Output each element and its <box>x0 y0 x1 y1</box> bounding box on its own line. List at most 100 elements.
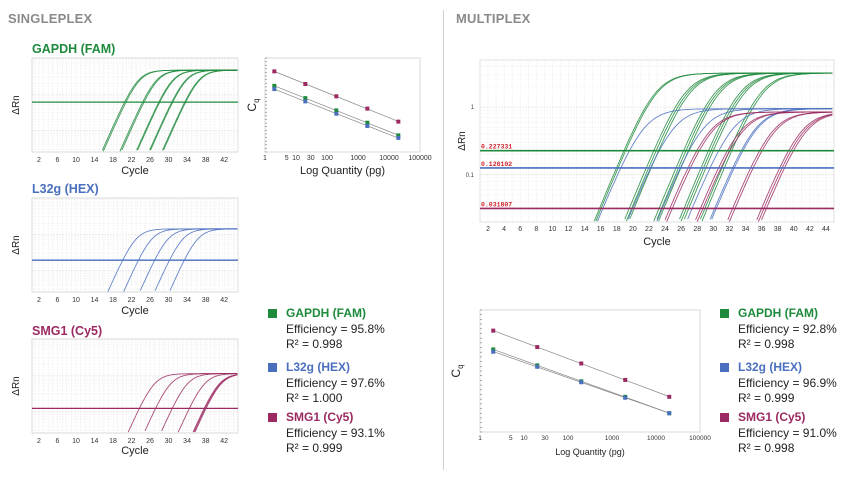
x-tick-label: 32 <box>726 226 734 233</box>
x-tick-label: 100 <box>563 435 574 442</box>
data-point <box>623 395 628 400</box>
x-tick-label: 10 <box>72 297 80 304</box>
gapdh-plot-title: GAPDH (FAM) <box>32 42 116 56</box>
x-tick-label: 18 <box>109 438 117 445</box>
legend-efficiency: Efficiency = 91.0% <box>738 426 837 440</box>
x-tick-label: 10 <box>72 157 80 164</box>
sp-smg1-amp-amplification-curve <box>161 373 238 432</box>
x-tick-label: 36 <box>758 226 766 233</box>
x-tick-label: 16 <box>597 226 605 233</box>
data-point <box>334 108 339 113</box>
x-tick-label: 14 <box>91 297 99 304</box>
data-point <box>491 328 496 333</box>
x-tick-label: 42 <box>220 297 228 304</box>
x-tick-label: 6 <box>518 226 522 233</box>
x-tick-label: 30 <box>165 157 173 164</box>
x-tick-label: 100 <box>321 155 333 162</box>
x-tick-label: 2 <box>37 438 41 445</box>
x-tick-label: 6 <box>56 438 60 445</box>
legend-name: L32g (HEX) <box>738 360 803 374</box>
sp-smg1-amp-amplification-curve <box>194 374 238 433</box>
legend-name: GAPDH (FAM) <box>738 306 818 320</box>
x-tick-label: 10 <box>292 155 300 162</box>
mp-amp-amplification-curve <box>761 114 833 220</box>
x-tick-label: 1 <box>263 155 267 162</box>
data-point <box>579 361 584 366</box>
legend-r-squared: R² = 0.999 <box>738 391 795 405</box>
x-tick-label: 28 <box>693 226 701 233</box>
data-point <box>535 364 540 369</box>
mp-std-plot-area <box>479 309 701 433</box>
x-tick-label: 10000 <box>647 435 665 442</box>
x-tick-label: 18 <box>613 226 621 233</box>
legend-efficiency: Efficiency = 92.8% <box>738 322 837 336</box>
data-point <box>303 96 308 101</box>
x-tick-label: 10 <box>549 226 557 233</box>
x-tick-label: 30 <box>165 297 173 304</box>
legend-name: L32g (HEX) <box>286 360 351 374</box>
x-tick-label: 38 <box>202 297 210 304</box>
x-tick-label: 42 <box>220 157 228 164</box>
data-point <box>303 82 308 87</box>
y-axis-label-subscript: q <box>252 98 261 102</box>
data-point <box>365 123 370 128</box>
legend-efficiency: Efficiency = 96.9% <box>738 376 837 390</box>
legend-r-squared: R² = 0.998 <box>286 337 343 351</box>
x-tick-label: 14 <box>91 157 99 164</box>
x-axis-label: Log Quantity (pg) <box>300 165 385 177</box>
data-point <box>334 94 339 99</box>
x-tick-label: 30 <box>165 438 173 445</box>
x-axis-label: Log Quantity (pg) <box>555 447 625 457</box>
data-point <box>365 106 370 111</box>
x-tick-label: 100000 <box>689 435 711 442</box>
legend-efficiency: Efficiency = 93.1% <box>286 426 385 440</box>
x-tick-label: 12 <box>565 226 573 233</box>
x-tick-label: 24 <box>661 226 669 233</box>
x-tick-label: 100000 <box>408 155 431 162</box>
x-tick-label: 10 <box>72 438 80 445</box>
x-tick-label: 40 <box>790 226 798 233</box>
legend-name: GAPDH (FAM) <box>286 306 366 320</box>
smg1-plot-title: SMG1 (Cy5) <box>32 324 103 338</box>
x-tick-label: 2 <box>37 297 41 304</box>
x-tick-label: 38 <box>202 157 210 164</box>
x-tick-label: 44 <box>822 226 830 233</box>
x-tick-label: 26 <box>677 226 685 233</box>
data-point <box>396 119 401 124</box>
x-tick-label: 30 <box>541 435 549 442</box>
sp-l32g-amp-amplification-curve <box>169 228 238 291</box>
x-tick-label: 38 <box>202 438 210 445</box>
legend-swatch <box>268 309 277 318</box>
x-tick-label: 10 <box>520 435 528 442</box>
y-axis-label-main: C <box>449 369 463 378</box>
data-point <box>491 347 496 352</box>
singleplex-heading: SINGLEPLEX <box>8 11 93 26</box>
x-axis-label: Cycle <box>643 236 671 248</box>
x-tick-label: 42 <box>806 226 814 233</box>
x-tick-label: 26 <box>146 438 154 445</box>
x-tick-label: 8 <box>534 226 538 233</box>
y-axis-label: Cq <box>245 98 261 111</box>
x-tick-label: 34 <box>183 297 191 304</box>
x-tick-label: 20 <box>629 226 637 233</box>
legend-swatch <box>720 309 729 318</box>
legend-swatch <box>720 363 729 372</box>
l32g-plot-title: L32g (HEX) <box>32 182 99 196</box>
x-tick-label: 4 <box>502 226 506 233</box>
x-tick-label: 2 <box>37 157 41 164</box>
x-tick-label: 22 <box>128 438 136 445</box>
x-tick-label: 22 <box>645 226 653 233</box>
x-tick-label: 1 <box>478 435 482 442</box>
legend-name: SMG1 (Cy5) <box>738 410 806 424</box>
x-tick-label: 10000 <box>379 155 399 162</box>
data-point <box>334 111 339 116</box>
section-divider <box>443 10 444 470</box>
x-tick-label: 34 <box>183 157 191 164</box>
mp-amp-amplification-curve <box>756 113 833 220</box>
legend-r-squared: R² = 0.999 <box>286 441 343 455</box>
y-axis-label: ΔRn <box>11 95 22 114</box>
data-point <box>303 99 308 104</box>
x-tick-label: 2 <box>486 226 490 233</box>
x-tick-label: 18 <box>109 297 117 304</box>
legend-swatch <box>720 413 729 422</box>
